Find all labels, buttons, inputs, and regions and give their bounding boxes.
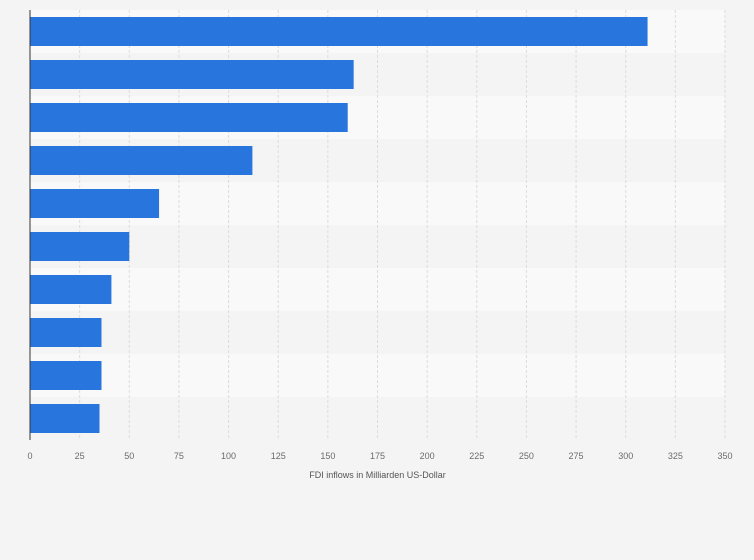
x-tick-label: 225 [469,451,484,461]
x-axis-title: FDI inflows in Milliarden US-Dollar [309,470,446,480]
x-tick-label: 25 [75,451,85,461]
row-band [30,268,725,311]
x-tick-label: 250 [519,451,534,461]
x-tick-label: 50 [124,451,134,461]
bar[interactable] [30,146,253,175]
bar[interactable] [30,318,102,347]
x-tick-label: 300 [618,451,633,461]
x-tick-label: 150 [320,451,335,461]
bar[interactable] [30,60,354,89]
bar[interactable] [30,361,102,390]
x-tick-label: 0 [27,451,32,461]
bars [30,17,648,433]
bar[interactable] [30,17,648,46]
x-tick-label: 100 [221,451,236,461]
x-tick-label: 200 [420,451,435,461]
x-tick-label: 350 [717,451,732,461]
bar[interactable] [30,103,348,132]
x-tick-labels: 0 25 50 75 100 125 150 175 200 225 250 275 300 325 350 [27,451,732,461]
bar[interactable] [30,404,100,433]
bar[interactable] [30,275,112,304]
x-tick-label: 125 [271,451,286,461]
bar[interactable] [30,189,160,218]
x-tick-label: 275 [569,451,584,461]
x-tick-label: 75 [174,451,184,461]
x-tick-label: 175 [370,451,385,461]
x-tick-label: 325 [668,451,683,461]
row-band [30,397,725,440]
bar[interactable] [30,232,130,261]
